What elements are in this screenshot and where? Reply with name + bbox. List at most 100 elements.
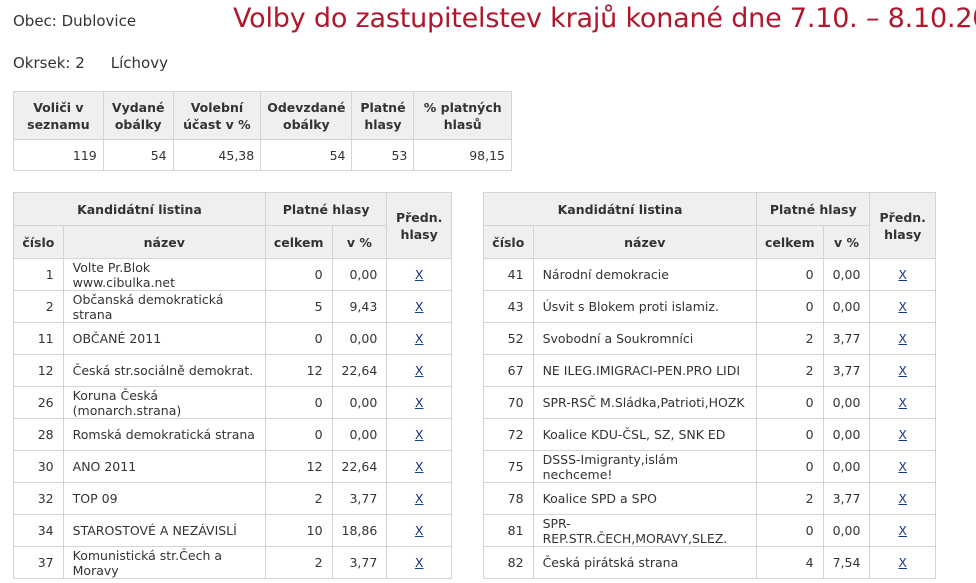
party-name: NE ILEG.IMIGRACI-PEN.PRO LIDI [532, 354, 758, 387]
results-header-row: Kandidátní listina Platné hlasy Předn. h… [13, 192, 452, 259]
party-number: 78 [483, 482, 534, 515]
preference-votes-link[interactable]: X [898, 459, 907, 474]
valid-votes-header: Platné hlasy [755, 192, 871, 226]
table-row: 32 TOP 09 2 3,77 X [13, 482, 452, 515]
summary-value: 53 [351, 139, 415, 171]
table-row: 2 Občanská demokratická strana 5 9,43 X [13, 290, 452, 323]
party-number: 1 [13, 258, 64, 291]
vote-percent: 3,77 [822, 482, 871, 515]
preference-votes-cell: X [386, 290, 452, 323]
preference-votes-link[interactable]: X [414, 555, 424, 570]
district-name: Líchovy [110, 54, 168, 72]
preference-votes-link[interactable]: X [898, 267, 907, 282]
preference-votes-link[interactable]: X [414, 459, 424, 474]
preference-votes-link[interactable]: X [898, 427, 907, 442]
vote-count: 0 [756, 450, 824, 483]
party-number: 67 [483, 354, 534, 387]
party-name: Volte Pr.Blok www.cibulka.net [62, 258, 266, 291]
vote-count: 0 [756, 386, 824, 419]
preference-votes-link[interactable]: X [414, 427, 424, 442]
table-row: 43 Úsvit s Blokem proti islamiz. 0 0,00 X [483, 290, 936, 323]
vote-percent: 0,00 [822, 450, 871, 483]
results-subheader-row: číslo název celkem v % [483, 225, 936, 259]
vote-percent: 0,00 [331, 258, 388, 291]
vote-count: 2 [756, 482, 824, 515]
party-number: 34 [13, 514, 64, 547]
preference-votes-link[interactable]: X [414, 299, 424, 314]
summary-header-cell: Voliči v seznamu [13, 91, 104, 140]
vote-percent: 0,00 [822, 418, 871, 451]
preference-votes-link[interactable]: X [898, 299, 907, 314]
summary-value: 98,15 [413, 139, 512, 171]
party-number: 26 [13, 386, 64, 419]
preference-votes-link[interactable]: X [414, 363, 424, 378]
vote-percent: 0,00 [331, 386, 388, 419]
party-name: Koalice SPD a SPO [532, 482, 758, 515]
table-row: 67 NE ILEG.IMIGRACI-PEN.PRO LIDI 2 3,77 X [483, 354, 936, 387]
preference-votes-link[interactable]: X [414, 395, 424, 410]
vote-percent: 3,77 [331, 482, 388, 515]
preference-votes-link[interactable]: X [898, 523, 907, 538]
vote-percent: 7,54 [822, 546, 871, 579]
preference-votes-cell: X [386, 546, 452, 579]
name-header: název [532, 225, 758, 259]
party-number: 81 [483, 514, 534, 547]
vote-count: 10 [264, 514, 333, 547]
vote-count: 0 [756, 290, 824, 323]
percent-header: v % [331, 225, 388, 259]
preference-votes-cell: X [386, 514, 452, 547]
district-line: Okrsek: 2 Líchovy [13, 54, 168, 72]
vote-percent: 3,77 [822, 322, 871, 355]
summary-header-cell: % platných hlasů [413, 91, 512, 140]
total-header: celkem [264, 225, 333, 259]
results-subheader-row: číslo název celkem v % [13, 225, 452, 259]
vote-count: 0 [756, 258, 824, 291]
table-row: 81 SPR-REP.STR.ČECH,MORAVY,SLEZ. 0 0,00 X [483, 514, 936, 547]
party-name: ANO 2011 [62, 450, 266, 483]
table-row: 1 Volte Pr.Blok www.cibulka.net 0 0,00 X [13, 258, 452, 291]
preference-votes-cell: X [869, 258, 936, 291]
preference-votes-link[interactable]: X [898, 491, 907, 506]
party-name: Svobodní a Soukromníci [532, 322, 758, 355]
party-number: 72 [483, 418, 534, 451]
total-header: celkem [756, 225, 824, 259]
party-name: Národní demokracie [532, 258, 758, 291]
preference-votes-link[interactable]: X [414, 331, 424, 346]
preference-votes-cell: X [869, 482, 936, 515]
party-name: Koruna Česká (monarch.strana) [62, 386, 266, 419]
preference-votes-link[interactable]: X [898, 555, 907, 570]
table-row: 41 Národní demokracie 0 0,00 X [483, 258, 936, 291]
table-row: 82 Česká pirátská strana 4 7,54 X [483, 546, 936, 579]
number-header: číslo [13, 225, 64, 259]
preference-votes-link[interactable]: X [414, 523, 424, 538]
preference-votes-cell: X [869, 418, 936, 451]
vote-count: 2 [756, 354, 824, 387]
party-number: 52 [483, 322, 534, 355]
party-name: Romská demokratická strana [62, 418, 266, 451]
vote-count: 0 [756, 514, 824, 547]
party-number: 37 [13, 546, 64, 579]
candidate-list-header: Kandidátní listina [13, 192, 266, 226]
preference-votes-link[interactable]: X [414, 267, 424, 282]
table-row: 75 DSSS-Imigranty,islám nechceme! 0 0,00 X [483, 450, 936, 483]
party-name: TOP 09 [62, 482, 266, 515]
preference-votes-cell: X [386, 354, 452, 387]
summary-value: 54 [260, 139, 353, 171]
preference-votes-link[interactable]: X [898, 331, 907, 346]
party-number: 28 [13, 418, 64, 451]
preference-votes-link[interactable]: X [414, 491, 424, 506]
municipality-label: Obec: Dublovice [13, 12, 137, 30]
party-number: 75 [483, 450, 534, 483]
vote-percent: 0,00 [822, 258, 871, 291]
party-name: Koalice KDU-ČSL, SZ, SNK ED [532, 418, 758, 451]
preference-votes-cell: X [869, 354, 936, 387]
summary-value-row: 119 54 45,38 54 53 98,15 [13, 139, 512, 171]
table-row: 37 Komunistická str.Čech a Moravy 2 3,77 X [13, 546, 452, 579]
vote-count: 0 [264, 258, 333, 291]
table-row: 34 STAROSTOVÉ A NEZÁVISLÍ 10 18,86 X [13, 514, 452, 547]
preference-votes-link[interactable]: X [898, 395, 907, 410]
summary-header-cell: Platné hlasy [351, 91, 415, 140]
preference-votes-link[interactable]: X [898, 363, 907, 378]
party-number: 82 [483, 546, 534, 579]
vote-count: 0 [264, 386, 333, 419]
